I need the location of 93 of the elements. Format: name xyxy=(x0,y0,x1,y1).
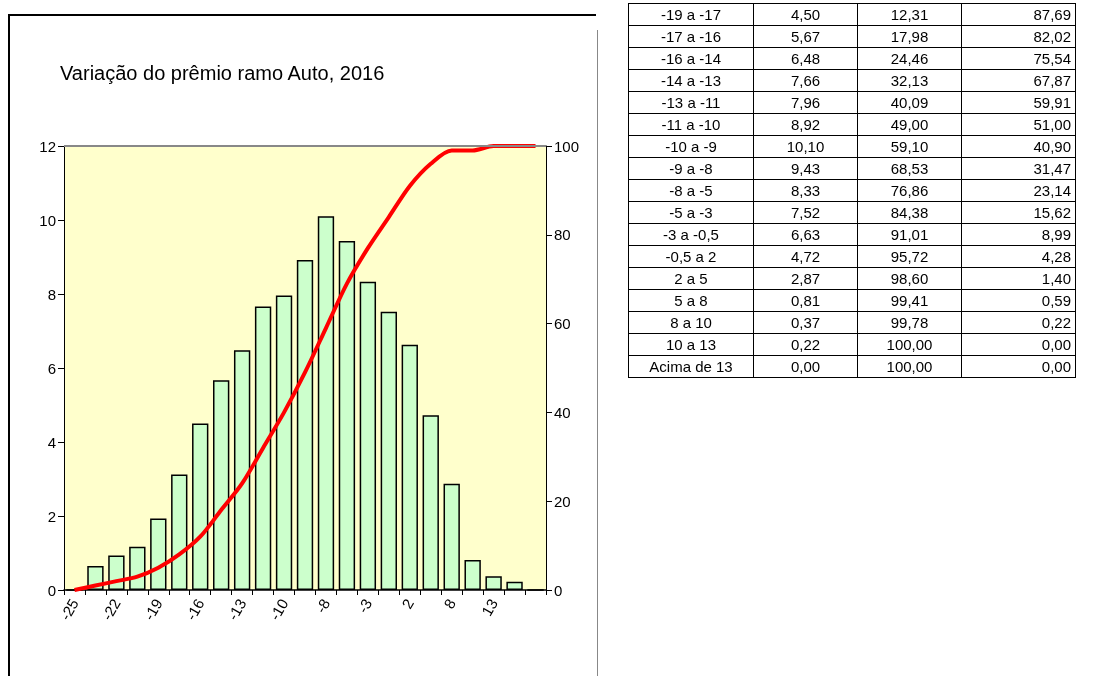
data-label: 6,48 xyxy=(753,47,858,70)
category-label: 2 a 5 xyxy=(628,267,754,290)
y-tick-label: 10 xyxy=(39,211,56,229)
data-label: 100,00 xyxy=(857,333,962,356)
category-label: 5 a 8 xyxy=(628,289,754,312)
data-label: 2,87 xyxy=(753,267,858,290)
x-tick-label: -8 xyxy=(311,595,334,616)
data-label: 0,00 xyxy=(961,333,1076,356)
category-label: -19 a -17 xyxy=(628,3,754,26)
category-label: -5 a -3 xyxy=(628,201,754,224)
data-label: 49,00 xyxy=(857,113,962,136)
category-label: -16 a -14 xyxy=(628,47,754,70)
category-label: -10 a -9 xyxy=(628,135,754,158)
data-label: 1,40 xyxy=(961,267,1076,290)
data-label: 4,50 xyxy=(753,3,858,26)
category-label: -0,5 a 2 xyxy=(628,245,754,268)
data-label: 82,02 xyxy=(961,25,1076,48)
data-label: 5,67 xyxy=(753,25,858,48)
x-tick-label: -19 xyxy=(140,595,166,624)
data-label: 95,72 xyxy=(857,245,962,268)
chart-title: Variação do prêmio ramo Auto, 2016 xyxy=(60,62,385,84)
data-label: 91,01 xyxy=(857,223,962,246)
data-label: 0,22 xyxy=(753,333,858,356)
y2-tick-label: 0 xyxy=(554,581,563,599)
data-label: 0,22 xyxy=(961,311,1076,334)
x-tick-label: -22 xyxy=(98,595,124,624)
data-label: 24,46 xyxy=(857,47,962,70)
y2-tick-label: 80 xyxy=(554,226,571,244)
data-label: 10,10 xyxy=(753,135,858,158)
data-label: 84,38 xyxy=(857,201,962,224)
x-tick-label: -25 xyxy=(56,595,82,624)
x-tick-label: -13 xyxy=(223,595,250,624)
category-label: -17 a -16 xyxy=(628,25,754,48)
data-label: 15,62 xyxy=(961,201,1076,224)
data-label: 0,00 xyxy=(753,355,858,378)
data-label: 4,28 xyxy=(961,245,1076,268)
x-tick-label: -3 xyxy=(353,595,376,616)
data-label: 59,91 xyxy=(961,91,1076,114)
category-label: -11 a -10 xyxy=(628,113,754,136)
y-tick-label: 4 xyxy=(47,433,56,451)
data-label: 8,92 xyxy=(753,113,858,136)
data-label: 17,98 xyxy=(857,25,962,48)
category-label: -8 a -5 xyxy=(628,179,754,202)
y-tick-label: 12 xyxy=(39,137,56,155)
data-label: 6,63 xyxy=(753,223,858,246)
data-label: 40,90 xyxy=(961,135,1076,158)
data-label: 31,47 xyxy=(961,157,1076,180)
data-label: 7,66 xyxy=(753,69,858,92)
data-label: 59,10 xyxy=(857,135,962,158)
x-tick-label: -16 xyxy=(182,595,208,624)
data-label: 0,37 xyxy=(753,311,858,334)
x-tick-label: 8 xyxy=(440,595,460,612)
data-label: 75,54 xyxy=(961,47,1076,70)
x-tick-label: 13 xyxy=(477,595,501,619)
category-label: -3 a -0,5 xyxy=(628,223,754,246)
category-label: -13 a -11 xyxy=(628,91,754,114)
data-label: 68,53 xyxy=(857,157,962,180)
data-label: 23,14 xyxy=(961,179,1076,202)
data-label: 40,09 xyxy=(857,91,962,114)
y2-tick-label: 40 xyxy=(554,403,571,421)
x-tick-label: 2 xyxy=(398,595,418,612)
data-label: 9,43 xyxy=(753,157,858,180)
data-label: 76,86 xyxy=(857,179,962,202)
data-label: 100,00 xyxy=(857,355,962,378)
x-tick-label: -10 xyxy=(265,595,292,624)
y-tick-label: 0 xyxy=(47,581,56,599)
category-label: -14 a -13 xyxy=(628,69,754,92)
y2-tick-label: 60 xyxy=(554,315,571,333)
category-label: -9 a -8 xyxy=(628,157,754,180)
category-label: 8 a 10 xyxy=(628,311,754,334)
data-label: 4,72 xyxy=(753,245,858,268)
data-label: 67,87 xyxy=(961,69,1076,92)
data-label: 0,00 xyxy=(961,355,1076,378)
data-label: 51,00 xyxy=(961,113,1076,136)
y-tick-label: 8 xyxy=(47,285,56,303)
data-label: 99,78 xyxy=(857,311,962,334)
data-label: 12,31 xyxy=(857,3,962,26)
y-tick-label: 6 xyxy=(47,359,56,377)
y-tick-label: 2 xyxy=(47,507,56,525)
data-label: 87,69 xyxy=(961,3,1076,26)
category-label: Acima de 13 xyxy=(628,355,754,378)
y2-tick-label: 100 xyxy=(554,137,580,155)
data-label: 8,33 xyxy=(753,179,858,202)
data-label: 0,59 xyxy=(961,289,1076,312)
y2-tick-label: 20 xyxy=(554,492,571,510)
data-label: 0,81 xyxy=(753,289,858,312)
category-label: 10 a 13 xyxy=(628,333,754,356)
data-label: 7,52 xyxy=(753,201,858,224)
data-label: 8,99 xyxy=(961,223,1076,246)
data-label: 99,41 xyxy=(857,289,962,312)
data-label: 98,60 xyxy=(857,267,962,290)
data-label: 32,13 xyxy=(857,69,962,92)
data-label: 7,96 xyxy=(753,91,858,114)
